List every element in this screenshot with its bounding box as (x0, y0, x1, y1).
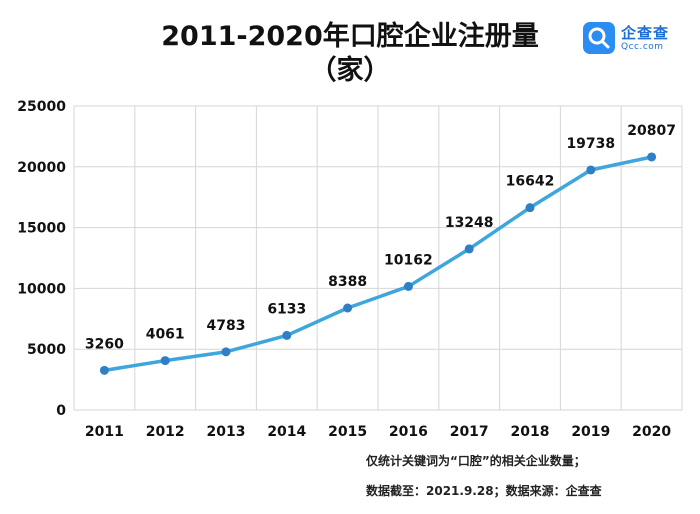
data-label: 4783 (207, 318, 246, 334)
footnote-scope: 仅统计关键词为“口腔”的相关企业数量； (366, 454, 586, 468)
data-label: 10162 (384, 252, 433, 268)
data-point (403, 281, 413, 291)
data-point (647, 152, 657, 162)
y-tick-label: 5000 (27, 342, 66, 358)
data-point (160, 356, 170, 366)
chart-subtitle: （家） (309, 55, 391, 86)
data-label: 19738 (566, 136, 615, 152)
data-point (221, 347, 231, 357)
y-tick-label: 10000 (17, 281, 66, 297)
data-label: 20807 (627, 123, 676, 139)
x-tick-label: 2015 (328, 424, 367, 440)
x-tick-label: 2019 (571, 424, 610, 440)
brand-logo: 企查查 Qcc.com (583, 22, 683, 58)
data-point (282, 330, 292, 340)
brand-url: Qcc.com (621, 42, 664, 52)
y-tick-label: 25000 (17, 99, 66, 115)
data-label: 3260 (85, 336, 124, 352)
x-tick-label: 2012 (146, 424, 185, 440)
chart-title-text: 2011-2020年口腔企业注册量 (161, 21, 539, 52)
brand-name: 企查查 (621, 24, 670, 42)
data-label: 6133 (267, 301, 306, 317)
x-tick-label: 2017 (450, 424, 489, 440)
data-point (464, 244, 474, 254)
x-tick-label: 2014 (267, 424, 306, 440)
data-point (586, 165, 596, 175)
data-point (525, 203, 535, 213)
x-tick-label: 2013 (207, 424, 246, 440)
footnote-source: 数据截至：2021.9.28；数据来源：企查查 (366, 484, 602, 498)
x-tick-label: 2011 (85, 424, 124, 440)
data-label: 16642 (506, 174, 555, 190)
x-tick-label: 2018 (511, 424, 550, 440)
data-label: 4061 (146, 327, 185, 343)
x-tick-label: 2020 (632, 424, 671, 440)
chart-title: 2011-2020年口腔企业注册量 （家） (150, 20, 550, 88)
data-label: 8388 (328, 274, 367, 290)
data-point (343, 303, 353, 313)
y-tick-label: 0 (56, 403, 66, 419)
magnifier-logo-icon (583, 22, 615, 54)
series-line (102, 155, 654, 373)
data-label: 13248 (445, 215, 494, 231)
y-tick-label: 15000 (17, 221, 66, 237)
x-tick-label: 2016 (389, 424, 428, 440)
y-tick-label: 20000 (17, 160, 66, 176)
data-point (99, 365, 109, 375)
